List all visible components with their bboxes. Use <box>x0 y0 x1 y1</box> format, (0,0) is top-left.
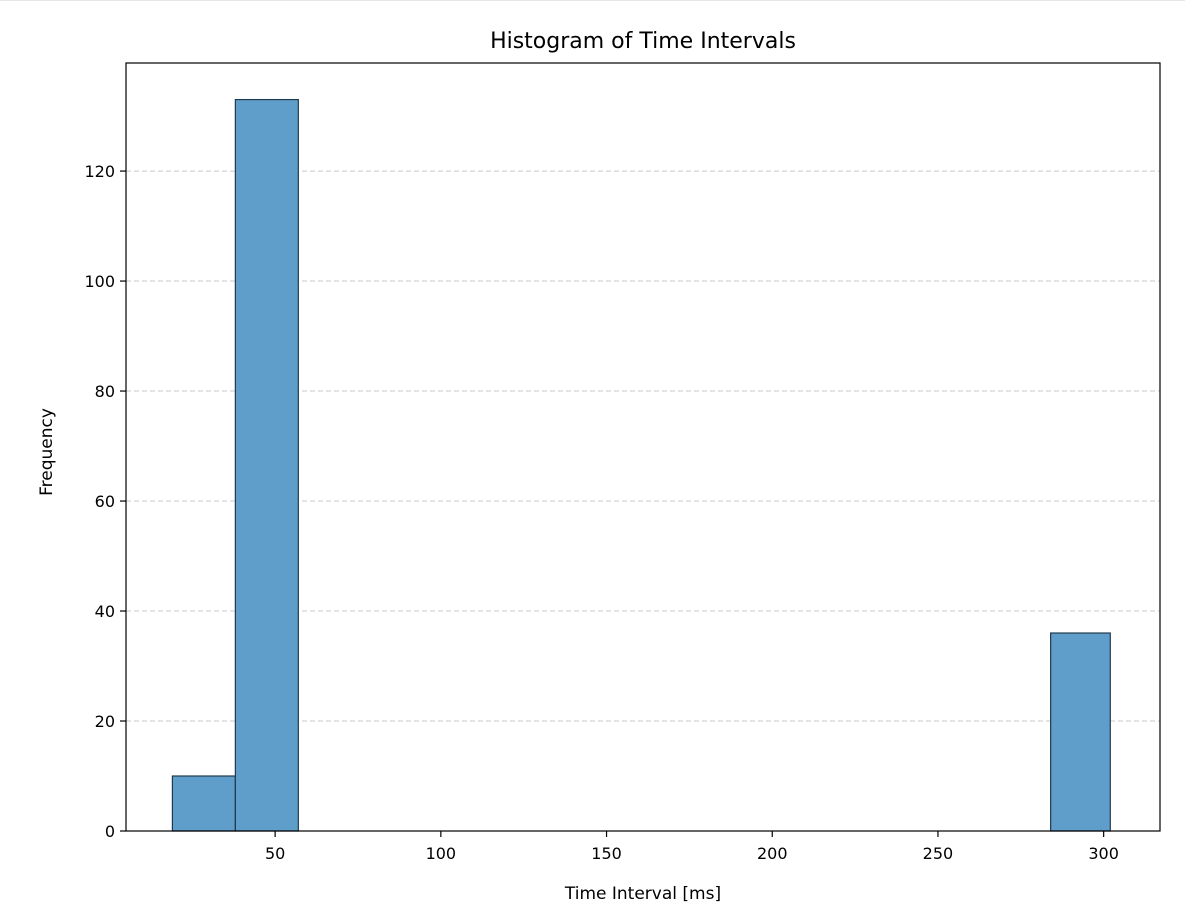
x-tick-label: 100 <box>426 844 457 863</box>
y-axis-label: Frequency <box>37 408 57 496</box>
y-tick-label: 60 <box>95 492 115 511</box>
top-divider <box>0 0 1185 1</box>
chart-title: Histogram of Time Intervals <box>490 29 796 54</box>
y-tick-label: 40 <box>95 602 115 621</box>
x-tick-label: 250 <box>923 844 954 863</box>
x-tick-label: 300 <box>1088 844 1119 863</box>
plot-frame <box>125 62 1161 832</box>
histogram-bar <box>234 98 299 832</box>
y-axis-ticks: 0 20 40 60 80 100 120 <box>84 162 126 841</box>
x-axis-label: Time Interval [ms] <box>564 884 721 904</box>
x-axis-ticks: 50 100 150 200 250 300 <box>265 831 1119 863</box>
x-tick-label: 200 <box>757 844 788 863</box>
histogram-bar <box>1050 632 1111 832</box>
y-tick-label: 100 <box>84 272 115 291</box>
x-tick-label: 150 <box>591 844 622 863</box>
y-tick-label: 80 <box>95 382 115 401</box>
y-tick-label: 20 <box>95 712 115 731</box>
histogram-bar <box>171 775 236 832</box>
y-tick-label: 120 <box>84 162 115 181</box>
x-tick-label: 50 <box>265 844 285 863</box>
y-tick-label: 0 <box>105 822 115 841</box>
